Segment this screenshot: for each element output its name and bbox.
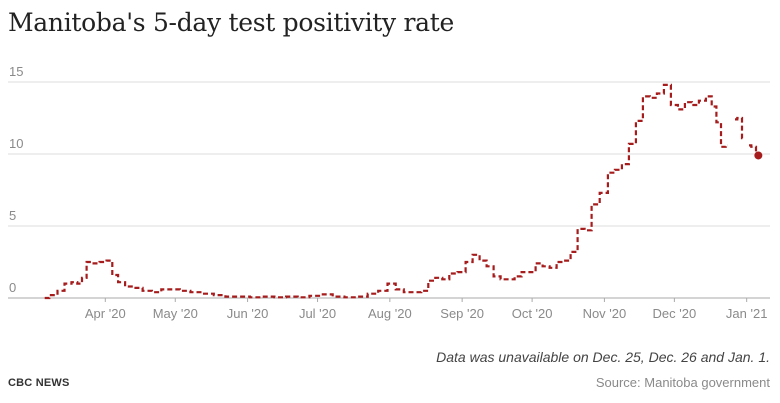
x-tick-label: Apr '20: [85, 306, 126, 321]
series-line-segment-2: [735, 116, 745, 140]
brand-logo: CBC NEWS: [8, 377, 70, 389]
y-tick-label: 10: [9, 136, 23, 151]
y-axis: 0 5 10 15: [9, 64, 23, 295]
x-tick-label: Nov '20: [583, 306, 627, 321]
x-tick-label: Jan '21: [726, 306, 768, 321]
x-tick-label: Sep '20: [440, 306, 484, 321]
y-tick-label: 15: [9, 64, 23, 79]
x-tick-label: Oct '20: [512, 306, 553, 321]
source-credit: Source: Manitoba government: [595, 375, 770, 390]
gridlines: [8, 81, 770, 299]
chart: 0 5 10 15 Apr '20 May '20 Jun '20 Jul '20 Aug '…: [8, 64, 770, 321]
chart-title: Manitoba's 5-day test positivity rate: [8, 8, 455, 37]
x-tick-label: Aug '20: [368, 306, 412, 321]
x-tick-label: Dec '20: [653, 306, 697, 321]
series-line-segment-1: [44, 83, 728, 300]
x-axis: Apr '20 May '20 Jun '20 Jul '20 Aug '20 Sep '…: [85, 298, 768, 321]
series-group: [44, 83, 763, 300]
x-tick-label: Jul '20: [299, 306, 336, 321]
y-tick-label: 5: [9, 208, 16, 223]
last-data-point: [754, 151, 763, 160]
y-tick-label: 0: [9, 280, 16, 295]
x-tick-label: May '20: [153, 306, 198, 321]
data-note: Data was unavailable on Dec. 25, Dec. 26…: [436, 349, 770, 365]
x-tick-label: Jun '20: [227, 306, 269, 321]
